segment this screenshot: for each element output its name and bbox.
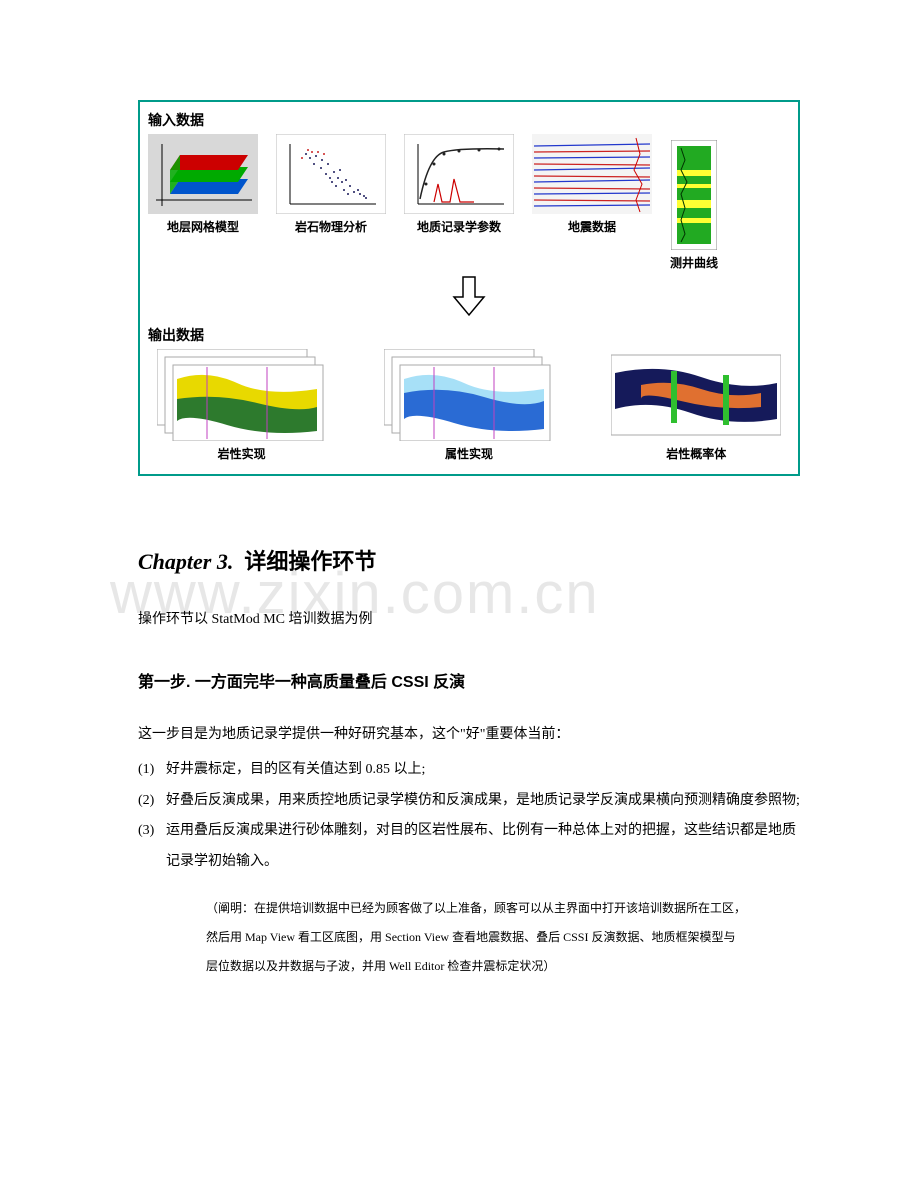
- curve-icon: [404, 134, 514, 214]
- litho-prob-icon: [611, 349, 781, 441]
- list-number: (1): [138, 755, 166, 786]
- list-number: (2): [138, 786, 166, 817]
- step-lead: 这一步目是为地质记录学提供一种好研究基本，这个"好"重要体当前：: [138, 720, 802, 751]
- note-line: （阐明：在提供培训数据中已经为顾客做了以上准备，顾客可以从主界面中打开该培训数据…: [206, 894, 802, 923]
- list-item: (2) 好叠后反演成果，用来质控地质记录学模仿和反演成果，是地质记录学反演成果横…: [138, 786, 802, 817]
- flow-arrow: [148, 275, 790, 319]
- welllog-icon: [671, 140, 717, 250]
- note-line: 然后用 Map View 看工区底图，用 Section View 查看地震数据…: [206, 923, 802, 952]
- list-item: (3) 运用叠后反演成果进行砂体雕刻，对目的区岩性展布、比例有一种总体上对的把握…: [138, 816, 802, 878]
- thumb-label: 地质记录学参数: [417, 218, 501, 235]
- list-item: (1) 好井震标定，目的区有关值达到 0.85 以上;: [138, 755, 802, 786]
- scatter-icon: [276, 134, 386, 214]
- input-section-title: 输入数据: [148, 110, 790, 130]
- step-heading: 第一步. 一方面完毕一种高质量叠后 CSSI 反演: [138, 668, 802, 692]
- numbered-list: (1) 好井震标定，目的区有关值达到 0.85 以上; (2) 好叠后反演成果，…: [138, 755, 802, 878]
- thumb-litho-prob: 岩性概率体: [611, 349, 781, 462]
- note-line: 层位数据以及井数据与子波，并用 Well Editor 检查井震标定状况）: [206, 952, 802, 981]
- chapter-name: 详细操作环节: [244, 549, 376, 574]
- seismic-icon: [532, 134, 652, 214]
- output-section-title: 输出数据: [148, 325, 790, 345]
- intro-line: 操作环节以 StatMod MC 培训数据为例: [138, 606, 802, 634]
- note-block: （阐明：在提供培训数据中已经为顾客做了以上准备，顾客可以从主界面中打开该培训数据…: [138, 894, 802, 980]
- output-row: 岩性实现 属性实现: [148, 349, 790, 462]
- chapter-title: Chapter 3. 详细操作环节: [138, 544, 802, 576]
- list-text: 好叠后反演成果，用来质控地质记录学模仿和反演成果，是地质记录学反演成果横向预测精…: [166, 786, 802, 817]
- list-number: (3): [138, 816, 166, 878]
- attr-real-icon: [384, 349, 554, 441]
- litho-real-icon: [157, 349, 327, 441]
- input-row: 地层网格模型: [148, 134, 790, 271]
- thumb-label: 属性实现: [445, 445, 493, 462]
- thumb-label: 测井曲线: [670, 254, 718, 271]
- down-arrow-icon: [450, 275, 488, 319]
- thumb-litho-realization: 岩性实现: [157, 349, 327, 462]
- list-text: 好井震标定，目的区有关值达到 0.85 以上;: [166, 755, 802, 786]
- thumb-label: 岩石物理分析: [295, 218, 367, 235]
- thumb-label: 岩性实现: [218, 445, 266, 462]
- list-text: 运用叠后反演成果进行砂体雕刻，对目的区岩性展布、比例有一种总体上对的把握，这些结…: [166, 816, 802, 878]
- thumb-welllog: 测井曲线: [670, 140, 718, 271]
- thumb-label: 地层网格模型: [167, 218, 239, 235]
- workflow-figure: 输入数据 地层网格模型: [138, 100, 800, 476]
- thumb-geolog-params: 地质记录学参数: [404, 134, 514, 235]
- thumb-seismic: 地震数据: [532, 134, 652, 235]
- thumb-grid-model: 地层网格模型: [148, 134, 258, 235]
- grid-model-icon: [148, 134, 258, 214]
- thumb-petrophysics: 岩石物理分析: [276, 134, 386, 235]
- thumb-attr-realization: 属性实现: [384, 349, 554, 462]
- thumb-label: 岩性概率体: [666, 445, 726, 462]
- thumb-label: 地震数据: [568, 218, 616, 235]
- chapter-prefix: Chapter 3.: [138, 549, 233, 574]
